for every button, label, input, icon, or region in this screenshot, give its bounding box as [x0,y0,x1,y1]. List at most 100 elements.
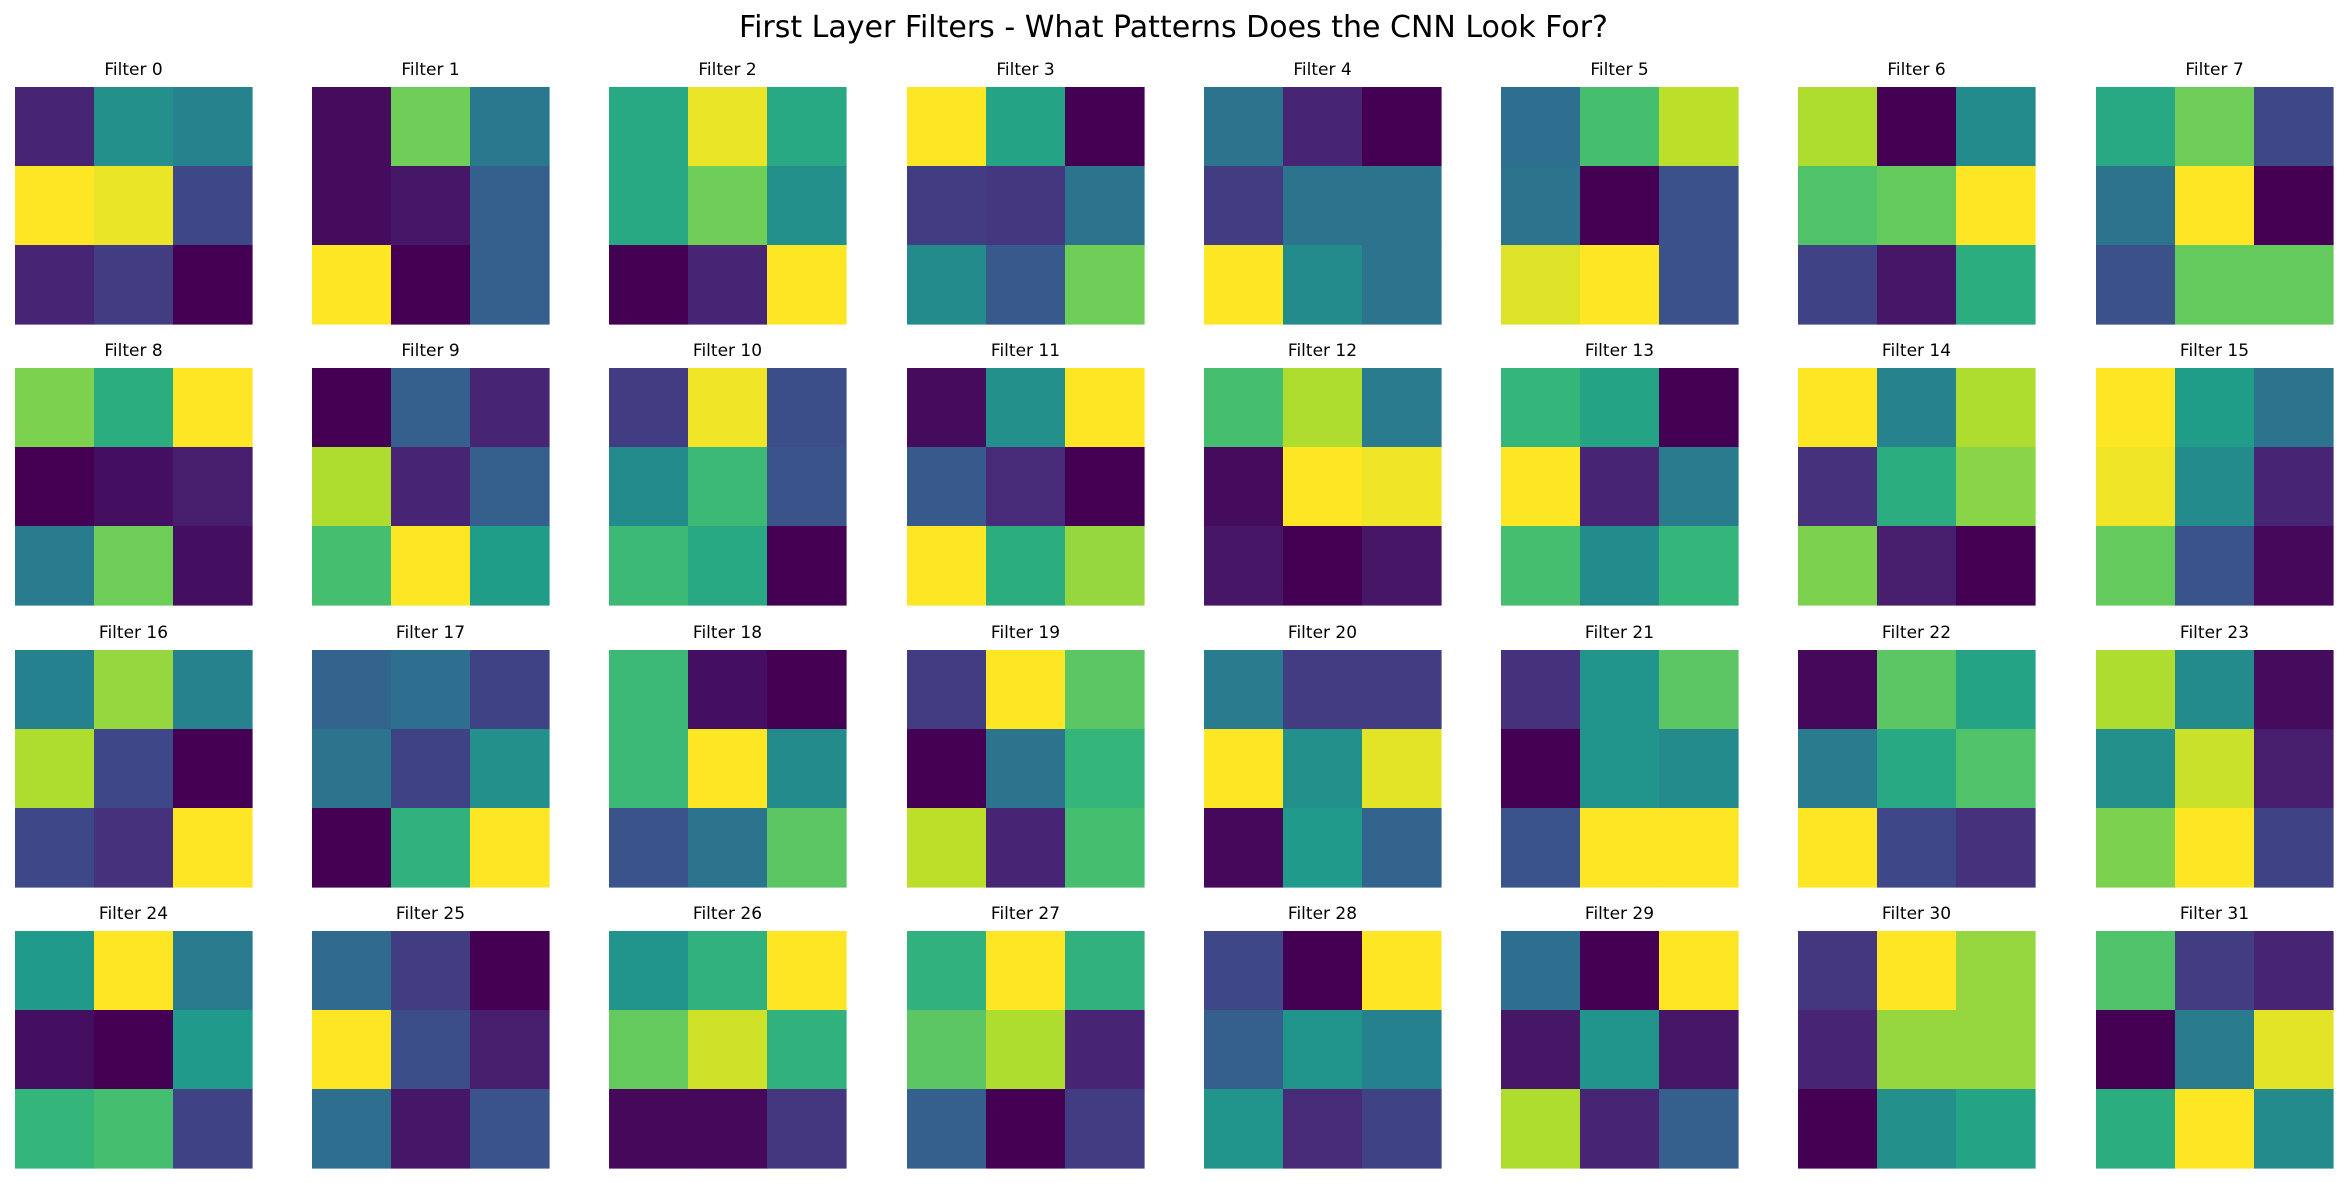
heatmap-cell [1362,526,1442,606]
filter-panel: Filter 26 [609,904,847,1169]
heatmap-cell [312,368,392,448]
heatmap-cell [907,1089,987,1169]
heatmap-cell [907,166,987,246]
heatmap-cell [1501,87,1581,167]
heatmap-cell [2175,526,2255,606]
heatmap-cell [688,368,768,448]
heatmap-cell [173,1089,253,1169]
heatmap-cell [609,808,689,888]
heatmap-cell [1956,447,2036,527]
heatmap-cell [1580,650,1660,730]
heatmap-cell [173,931,253,1011]
heatmap-cell [907,87,987,167]
heatmap-cell [1659,650,1739,730]
filter-title: Filter 6 [1887,60,1945,80]
heatmap-cell [986,1089,1066,1169]
heatmap-cell [1659,447,1739,527]
heatmap-cell [907,729,987,809]
heatmap-cell [1283,166,1363,246]
heatmap-cell [1580,368,1660,448]
heatmap-cell [609,1010,689,1090]
heatmap-cell [688,87,768,167]
heatmap-cell [609,526,689,606]
heatmap-cell [1362,166,1442,246]
heatmap-cell [1659,1089,1739,1169]
filter-title: Filter 22 [1882,623,1951,643]
heatmap-cell [688,166,768,246]
heatmap-cell [1204,447,1284,527]
heatmap-cell [2096,729,2176,809]
heatmap-cell [312,650,392,730]
heatmap-cell [391,650,471,730]
heatmap-cell [609,245,689,325]
heatmap-cell [15,87,95,167]
heatmap-cell [1580,931,1660,1011]
heatmap-cell [173,447,253,527]
filter-panel: Filter 2 [609,60,847,325]
heatmap-cell [2096,1089,2176,1169]
heatmap-cell [94,1010,174,1090]
heatmap-cell [2175,447,2255,527]
heatmap-cell [2254,931,2334,1011]
heatmap-cell [312,87,392,167]
heatmap-cell [470,1089,550,1169]
heatmap-cell [1501,166,1581,246]
filter-panel: Filter 25 [312,904,550,1169]
heatmap-cell [470,526,550,606]
filter-panel: Filter 10 [609,341,847,606]
heatmap-cell [609,447,689,527]
filter-panel: Filter 24 [15,904,253,1169]
heatmap-cell [2175,87,2255,167]
filter-title: Filter 28 [1288,904,1357,924]
filter-panel: Filter 6 [1798,60,2036,325]
heatmap-cell [391,245,471,325]
heatmap-cell [767,87,847,167]
filter-panel: Filter 29 [1501,904,1739,1169]
heatmap-cell [173,526,253,606]
heatmap-cell [2175,1089,2255,1169]
heatmap-cell [2175,245,2255,325]
heatmap-cell [1956,245,2036,325]
filter-panel: Filter 17 [312,623,550,888]
heatmap-cell [1204,1010,1284,1090]
heatmap-cell [1956,526,2036,606]
heatmap-cell [15,245,95,325]
heatmap-cell [470,808,550,888]
heatmap-cell [1956,1010,2036,1090]
heatmap-cell [986,166,1066,246]
heatmap-cell [2096,245,2176,325]
heatmap-cell [1580,447,1660,527]
heatmap-cell [1204,368,1284,448]
heatmap-cell [1283,87,1363,167]
heatmap-cell [2096,931,2176,1011]
heatmap-cell [986,368,1066,448]
heatmap-cell [15,368,95,448]
heatmap-cell [1798,1010,1878,1090]
heatmap-cell [1659,931,1739,1011]
filter-panel: Filter 31 [2096,904,2334,1169]
heatmap-cell [173,1010,253,1090]
heatmap-cell [1501,526,1581,606]
heatmap-cell [1877,808,1957,888]
heatmap-cell [94,245,174,325]
heatmap-cell [907,931,987,1011]
heatmap-cell [1501,1089,1581,1169]
heatmap-cell [1065,368,1145,448]
heatmap-cell [1283,526,1363,606]
heatmap-cell [1065,1089,1145,1169]
heatmap-cell [1204,245,1284,325]
heatmap-cell [470,447,550,527]
heatmap-cell [2175,1010,2255,1090]
heatmap-cell [1204,1089,1284,1169]
heatmap-cell [1501,245,1581,325]
filter-title: Filter 13 [1585,341,1654,361]
heatmap-cell [1659,729,1739,809]
heatmap-cell [173,166,253,246]
heatmap-cell [1362,447,1442,527]
heatmap-cell [2096,368,2176,448]
heatmap-cell [767,447,847,527]
heatmap-cell [173,245,253,325]
heatmap-cell [94,931,174,1011]
heatmap-cell [907,526,987,606]
heatmap-cell [391,1010,471,1090]
